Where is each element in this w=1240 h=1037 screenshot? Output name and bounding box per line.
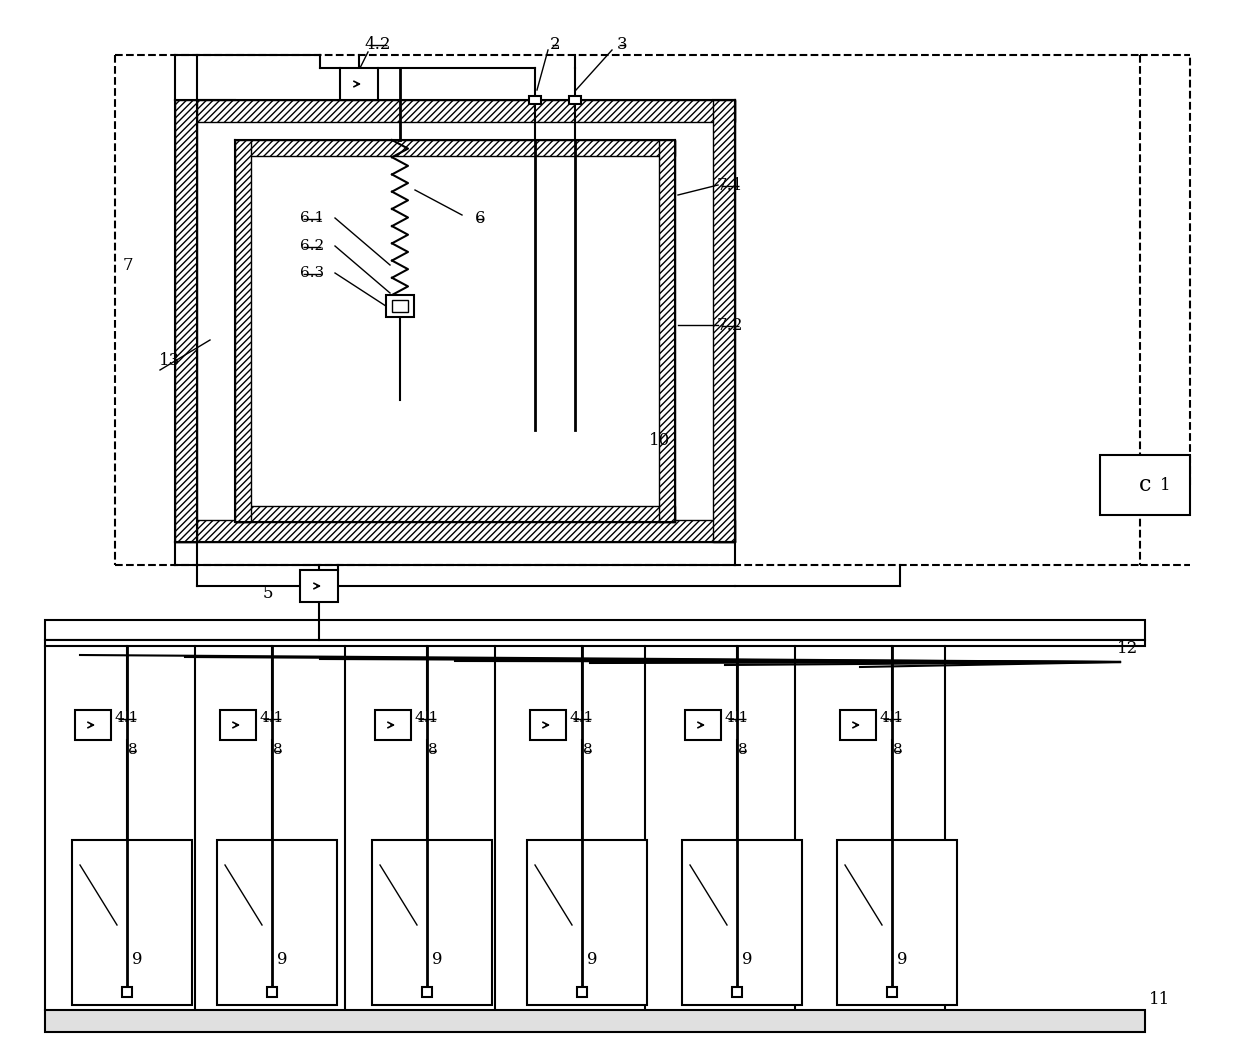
Bar [732, 987, 742, 997]
Bar [236, 506, 675, 522]
Text: 4.1: 4.1 [570, 711, 594, 725]
Bar [682, 840, 802, 1005]
Text: 9: 9 [131, 952, 143, 969]
Text: 5: 5 [263, 585, 273, 601]
Text: 12: 12 [1117, 640, 1138, 656]
Bar [45, 620, 1145, 640]
Text: 8: 8 [583, 742, 593, 757]
Text: 3: 3 [616, 35, 627, 53]
Bar [887, 987, 897, 997]
Bar [372, 840, 492, 1005]
Bar [577, 987, 587, 997]
Bar [839, 710, 875, 740]
Bar [340, 68, 378, 100]
Bar [175, 100, 735, 122]
Bar [236, 140, 250, 522]
Bar [197, 122, 713, 520]
Text: c: c [1138, 474, 1151, 496]
Bar [392, 300, 408, 312]
Bar [74, 710, 112, 740]
Text: 4.1: 4.1 [260, 711, 284, 725]
Text: 4.1: 4.1 [415, 711, 439, 725]
Text: 8: 8 [428, 742, 438, 757]
Bar [219, 710, 255, 740]
Text: 7.2: 7.2 [717, 316, 743, 334]
Bar [529, 710, 565, 740]
Text: 11: 11 [1149, 991, 1171, 1009]
Text: 7.1: 7.1 [717, 176, 743, 194]
Text: 8: 8 [128, 742, 138, 757]
Text: 2: 2 [549, 35, 560, 53]
Text: 10: 10 [650, 431, 671, 448]
Text: 4.1: 4.1 [880, 711, 904, 725]
Text: 9: 9 [277, 952, 288, 969]
Bar [300, 570, 339, 602]
Text: 8: 8 [893, 742, 903, 757]
Text: 9: 9 [742, 952, 753, 969]
Bar [837, 840, 957, 1005]
Bar [374, 710, 410, 740]
Bar [45, 1010, 1145, 1032]
Text: 6.3: 6.3 [300, 267, 324, 280]
Bar [72, 840, 192, 1005]
Bar [250, 156, 658, 506]
Text: 8: 8 [273, 742, 283, 757]
Text: 7: 7 [123, 256, 134, 274]
Text: 6.1: 6.1 [300, 211, 324, 225]
Bar [527, 840, 647, 1005]
Text: 4.1: 4.1 [725, 711, 749, 725]
Bar [684, 710, 720, 740]
Bar [529, 96, 541, 104]
Text: 6: 6 [475, 209, 485, 226]
Text: 4.2: 4.2 [365, 35, 392, 53]
Bar [267, 987, 277, 997]
Bar [175, 520, 735, 542]
Bar [1100, 455, 1190, 515]
Bar [713, 100, 735, 542]
Bar [175, 100, 197, 542]
Bar [569, 96, 582, 104]
Bar [236, 140, 675, 156]
Text: 9: 9 [897, 952, 908, 969]
Text: 9: 9 [432, 952, 443, 969]
Text: 13: 13 [160, 352, 181, 368]
Bar [122, 987, 131, 997]
Text: 9: 9 [587, 952, 598, 969]
Text: 1: 1 [1159, 476, 1171, 494]
Text: 8: 8 [738, 742, 748, 757]
Text: 4.1: 4.1 [115, 711, 139, 725]
Text: 6.2: 6.2 [300, 239, 324, 253]
Bar [422, 987, 432, 997]
Bar [217, 840, 337, 1005]
Bar [658, 140, 675, 522]
Bar [386, 295, 414, 317]
Bar [45, 640, 1145, 646]
